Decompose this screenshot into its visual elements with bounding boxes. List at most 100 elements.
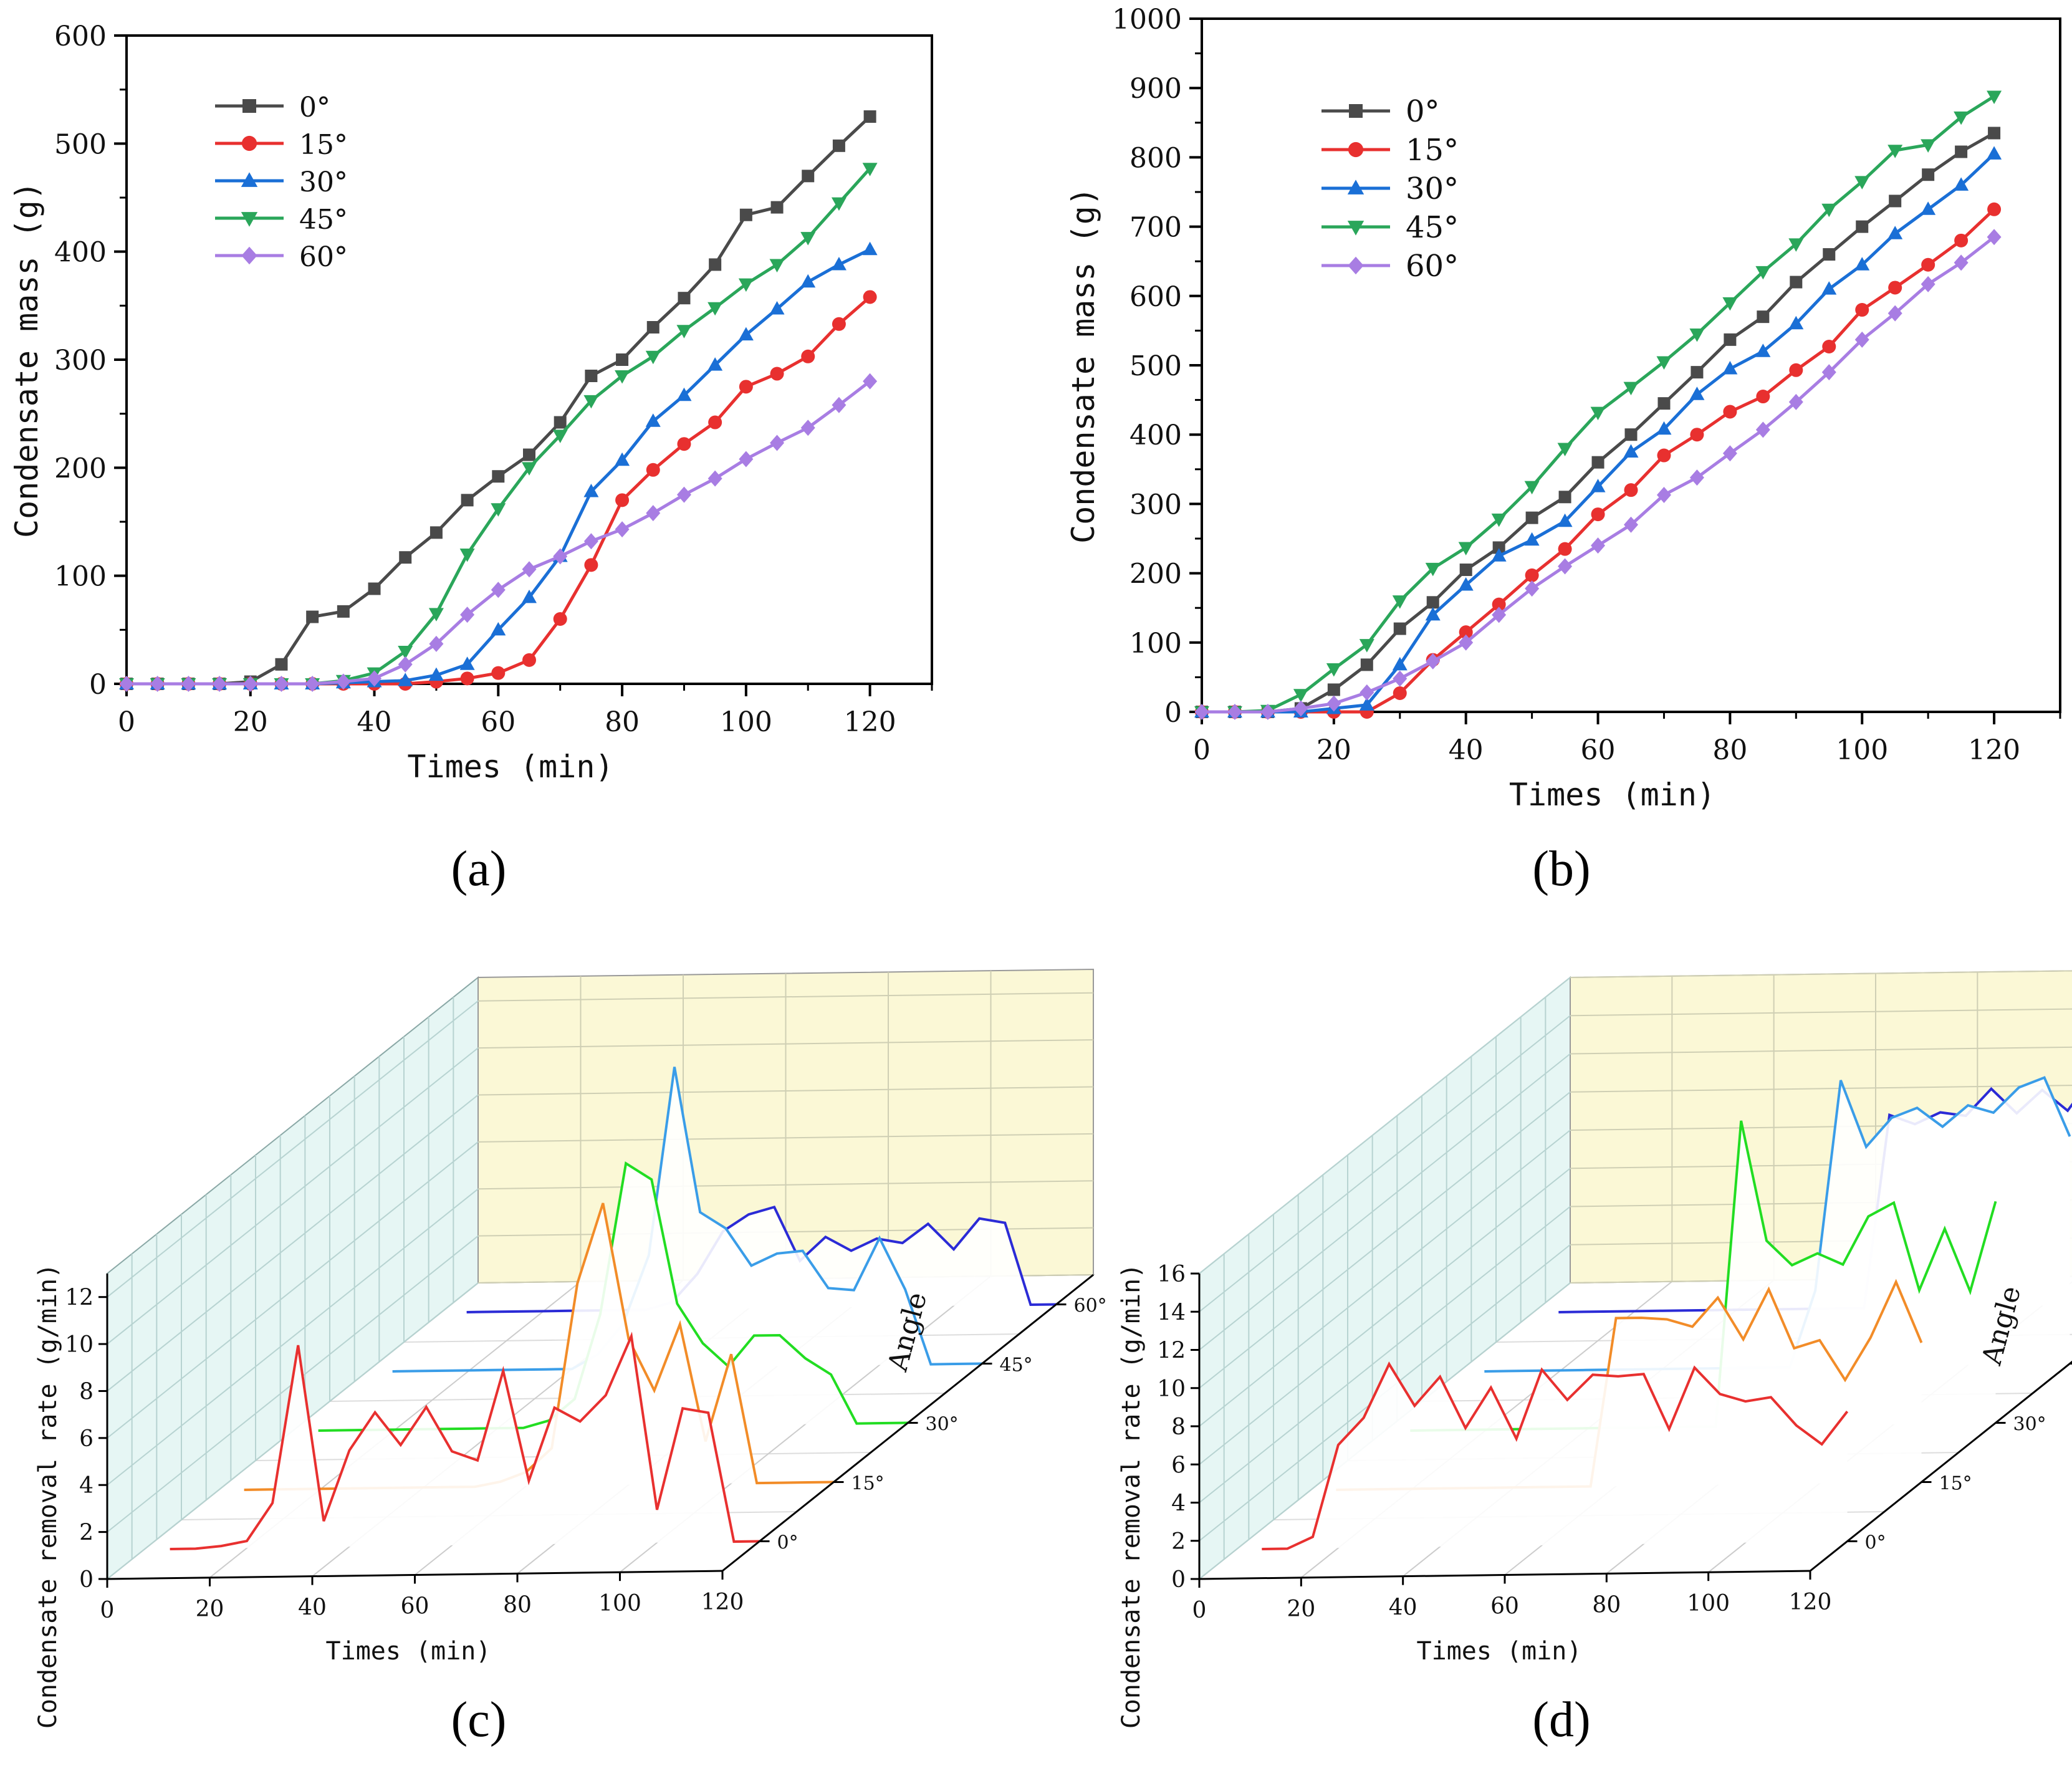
series-fill — [170, 1336, 760, 1549]
data-point — [552, 430, 568, 443]
chart-panel-b: 0 100 200 300 400 500 600 700 800 900 1000 0 20 40 60 8… — [1065, 4, 2061, 896]
series-4 — [119, 373, 878, 692]
data-point — [1987, 202, 2002, 216]
data-point — [119, 676, 134, 692]
x-tick-label: 120 — [1789, 1590, 1832, 1615]
angle-tick-label: 30° — [926, 1414, 959, 1436]
legend-marker — [241, 212, 258, 227]
y-tick-label: 900 — [1130, 73, 1182, 105]
x-tick-label: 100 — [598, 1591, 641, 1616]
back-grid-line — [477, 1180, 1094, 1190]
series-4 — [1194, 229, 2002, 720]
data-point — [1459, 634, 1474, 651]
back-grid-line — [477, 1086, 1094, 1096]
wall-grid-line — [1199, 1206, 1571, 1504]
data-point — [1492, 607, 1507, 623]
data-point — [1524, 481, 1540, 495]
data-point — [336, 673, 351, 690]
data-point — [1492, 541, 1505, 554]
data-point — [1656, 356, 1672, 370]
data-point — [1392, 656, 1408, 671]
x-tick-label: 100 — [1687, 1591, 1730, 1616]
data-point — [1789, 363, 1803, 377]
wall-grid-line — [107, 1188, 479, 1486]
data-point — [1392, 595, 1408, 609]
y-tick-label: 500 — [54, 128, 107, 160]
legend-label: 0° — [299, 92, 330, 123]
data-point — [1425, 607, 1441, 621]
y-tick-label: 0 — [1164, 697, 1182, 729]
x-tick-label: 80 — [1712, 734, 1747, 766]
data-point — [1722, 361, 1738, 375]
data-point — [1954, 233, 1969, 247]
data-point — [367, 670, 382, 687]
legend-label: 60° — [1406, 249, 1459, 284]
data-point — [1624, 516, 1638, 533]
data-point — [491, 621, 506, 636]
x-tick-label: 80 — [1592, 1592, 1621, 1618]
data-point — [1821, 364, 1836, 381]
data-point — [399, 551, 412, 564]
series-line — [1202, 95, 1995, 714]
y-tick-label: 700 — [1130, 212, 1182, 244]
data-point — [522, 589, 537, 603]
wall-grid-line — [1199, 1168, 1571, 1466]
x-tick-label: 100 — [1836, 734, 1888, 766]
x-tick-label: 0 — [1192, 1598, 1207, 1623]
data-point — [739, 380, 753, 394]
data-point — [368, 582, 381, 595]
data-point — [492, 470, 505, 483]
data-point — [1657, 448, 1671, 463]
data-point — [212, 676, 227, 692]
y-tick-label: 8 — [79, 1379, 94, 1404]
data-point — [1624, 483, 1638, 497]
x-tick-label: 120 — [1968, 734, 2020, 766]
x-axis-label: Times (min) — [326, 1637, 491, 1666]
y-tick-label: 4 — [1171, 1491, 1186, 1517]
legend-label: 15° — [1406, 133, 1459, 168]
x-tick-label: 80 — [605, 706, 640, 738]
data-point — [863, 110, 876, 123]
data-point — [1293, 689, 1308, 703]
data-point — [459, 656, 475, 670]
data-point — [491, 582, 506, 598]
data-point — [1724, 333, 1737, 346]
data-point — [832, 317, 846, 331]
data-point — [646, 463, 660, 477]
data-point — [243, 676, 258, 692]
data-point — [1689, 328, 1705, 342]
data-point — [1623, 382, 1639, 396]
data-point — [1393, 622, 1406, 635]
panel-label: (b) — [1532, 842, 1590, 896]
y-tick-label: 600 — [54, 21, 107, 52]
data-point — [1558, 542, 1572, 556]
x-tick-label: 0 — [118, 706, 135, 738]
legend-marker — [241, 246, 257, 265]
angle-tick-label: 0° — [777, 1532, 799, 1554]
data-point — [1525, 568, 1539, 582]
data-point — [707, 470, 722, 487]
series-line — [1262, 1361, 1849, 1550]
x-axis-label: Times (min) — [1509, 777, 1715, 813]
data-point — [583, 395, 599, 409]
back-grid-line — [477, 1133, 1094, 1143]
y-tick-label: 2 — [79, 1520, 94, 1546]
data-point — [863, 290, 877, 304]
legend-marker — [1348, 142, 1364, 158]
y-axis-label: Condensate mass (g) — [1065, 187, 1101, 544]
panel-label: (a) — [451, 842, 507, 896]
y-tick-label: 500 — [1130, 350, 1182, 382]
data-point — [428, 608, 444, 621]
data-point — [1887, 305, 1902, 322]
series-0 — [1262, 1361, 1849, 1550]
data-point — [1987, 90, 2002, 105]
data-point — [738, 278, 754, 292]
legend-marker — [1347, 180, 1365, 194]
series-line — [127, 247, 871, 686]
y-tick-label: 800 — [1130, 142, 1182, 174]
y-tick-label: 10 — [65, 1332, 94, 1358]
series-line — [1202, 236, 1995, 714]
series-fill — [392, 1067, 982, 1371]
data-point — [615, 452, 630, 466]
